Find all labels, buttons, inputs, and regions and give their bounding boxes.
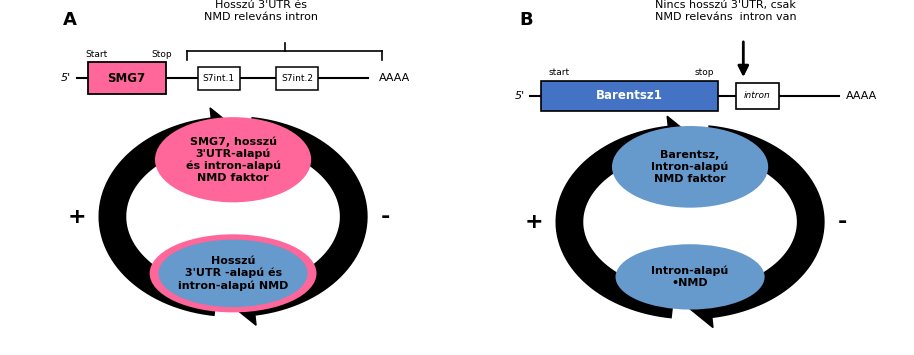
Polygon shape [667,116,693,163]
Ellipse shape [150,234,316,312]
Text: Nincs hosszú 3'UTR, csak
NMD releváns  intron van: Nincs hosszú 3'UTR, csak NMD releváns in… [654,0,796,22]
Bar [197,67,240,89]
Text: Start: Start [85,50,108,59]
Text: 5': 5' [515,91,525,101]
Polygon shape [687,281,713,328]
Text: -: - [838,212,847,232]
Text: Intron-alapú
•NMD: Intron-alapú •NMD [652,266,728,288]
Text: Barentsz1: Barentsz1 [596,89,664,102]
Bar [736,83,779,109]
Text: B: B [520,11,533,29]
Text: Barentsz,
Intron-alapú
NMD faktor: Barentsz, Intron-alapú NMD faktor [652,150,728,184]
Text: Hosszú 3'UTR és
NMD releváns intron: Hosszú 3'UTR és NMD releváns intron [205,0,318,22]
Text: -: - [381,207,390,226]
Text: AAAA: AAAA [378,73,409,83]
Ellipse shape [612,126,768,208]
Text: AAAA: AAAA [846,91,877,101]
Text: stop: stop [695,68,714,77]
Text: 5': 5' [61,73,71,83]
Text: SMG7, hosszú
3'UTR-alapú
és intron-alapú
NMD faktor: SMG7, hosszú 3'UTR-alapú és intron-alapú… [186,137,281,183]
Polygon shape [210,108,236,154]
Bar [88,62,165,94]
Bar [541,81,718,111]
Text: intron: intron [744,91,771,100]
Ellipse shape [158,240,308,307]
Text: Stop: Stop [152,50,173,59]
Text: S7int.1: S7int.1 [203,73,235,83]
Text: +: + [68,207,86,226]
Text: start: start [548,68,569,77]
Bar [276,67,318,89]
Polygon shape [230,279,256,325]
Text: +: + [525,212,543,232]
Text: SMG7: SMG7 [108,72,145,84]
Ellipse shape [155,117,311,202]
Text: A: A [63,11,77,29]
Ellipse shape [615,244,765,310]
Text: Hosszú
3'UTR -alapú és
intron-alapú NMD: Hosszú 3'UTR -alapú és intron-alapú NMD [178,256,288,290]
Text: S7int.2: S7int.2 [281,73,313,83]
